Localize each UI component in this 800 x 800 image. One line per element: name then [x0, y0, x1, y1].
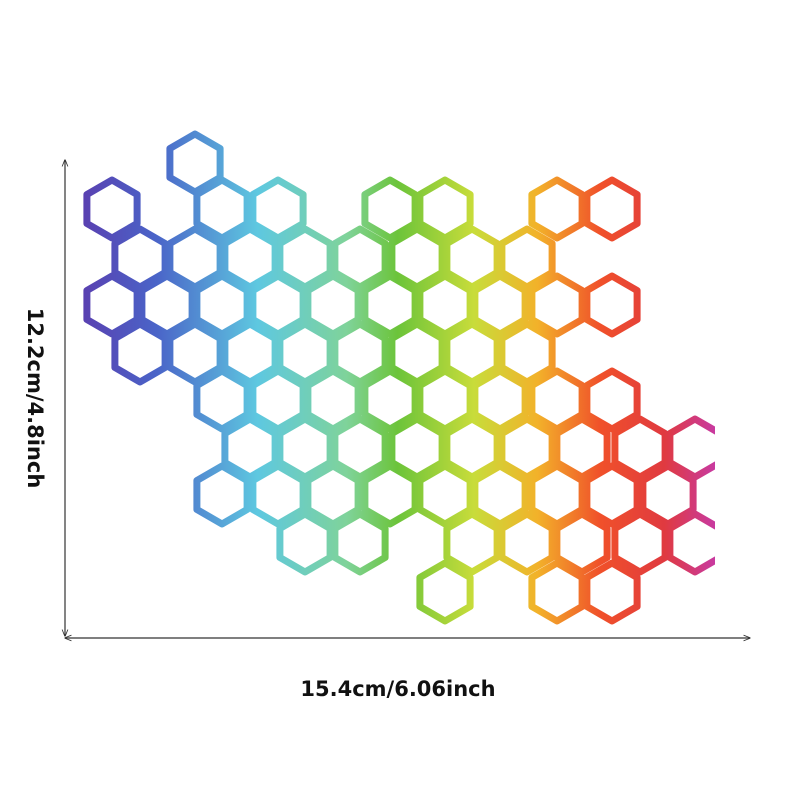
hexagon: [471, 462, 529, 528]
hexagon: [249, 176, 307, 242]
hexagon: [221, 415, 279, 481]
hexagon: [166, 320, 224, 386]
hexagon: [276, 415, 334, 481]
hexagon: [666, 415, 715, 481]
hexagon: [111, 320, 169, 386]
hexagon: [416, 367, 474, 433]
hexagon: [416, 176, 474, 242]
hexagon: [331, 415, 389, 481]
hexagon: [331, 225, 389, 291]
hexagon: [498, 510, 556, 576]
hexagon: [471, 367, 529, 433]
hexagon: [276, 225, 334, 291]
hexagon: [416, 462, 474, 528]
hexagon: [583, 462, 641, 528]
hexagon: [498, 415, 556, 481]
hexagon-decal: [83, 130, 715, 625]
hexagon: [443, 510, 501, 576]
hexagon: [249, 462, 307, 528]
hexagon: [553, 510, 611, 576]
hexagon: [583, 559, 641, 625]
hexagon: [666, 510, 715, 576]
hexagon: [361, 462, 419, 528]
hexagon: [83, 176, 141, 242]
hexagon: [304, 272, 362, 338]
hexagon: [138, 272, 196, 338]
hexagon: [193, 272, 251, 338]
hexagon: [331, 320, 389, 386]
hexagon: [361, 176, 419, 242]
height-label: 12.2cm/4.8inch: [23, 308, 47, 489]
hexagon: [416, 272, 474, 338]
hexagon: [221, 225, 279, 291]
hexagon: [583, 176, 641, 242]
hexagon: [416, 559, 474, 625]
hexagon: [388, 225, 446, 291]
hexagon: [498, 225, 556, 291]
hexagon: [639, 462, 697, 528]
hexagon: [249, 367, 307, 433]
hexagon: [331, 510, 389, 576]
hexagon: [166, 225, 224, 291]
hexagon: [83, 272, 141, 338]
hexagon: [498, 320, 556, 386]
hexagon: [249, 272, 307, 338]
hexagon: [304, 367, 362, 433]
hexagon: [528, 272, 586, 338]
hexagon: [583, 367, 641, 433]
hexagon: [388, 415, 446, 481]
hexagon: [443, 320, 501, 386]
hexagon: [528, 176, 586, 242]
hexagon: [193, 176, 251, 242]
hexagon: [443, 415, 501, 481]
hexagon: [528, 367, 586, 433]
hexagon: [221, 320, 279, 386]
hexagon: [528, 559, 586, 625]
hexagon: [611, 510, 669, 576]
hexagon: [611, 415, 669, 481]
hexagon: [388, 320, 446, 386]
hexagon: [304, 462, 362, 528]
hexagon: [111, 225, 169, 291]
hexagon: [193, 462, 251, 528]
hexagon: [528, 462, 586, 528]
hexagon: [471, 272, 529, 338]
hexagon: [361, 272, 419, 338]
hexagon: [276, 320, 334, 386]
hexagon: [583, 272, 641, 338]
hexagon: [193, 367, 251, 433]
width-label: 15.4cm/6.06inch: [300, 677, 495, 701]
hexagon: [276, 510, 334, 576]
hexagon: [361, 367, 419, 433]
hexagon: [443, 225, 501, 291]
